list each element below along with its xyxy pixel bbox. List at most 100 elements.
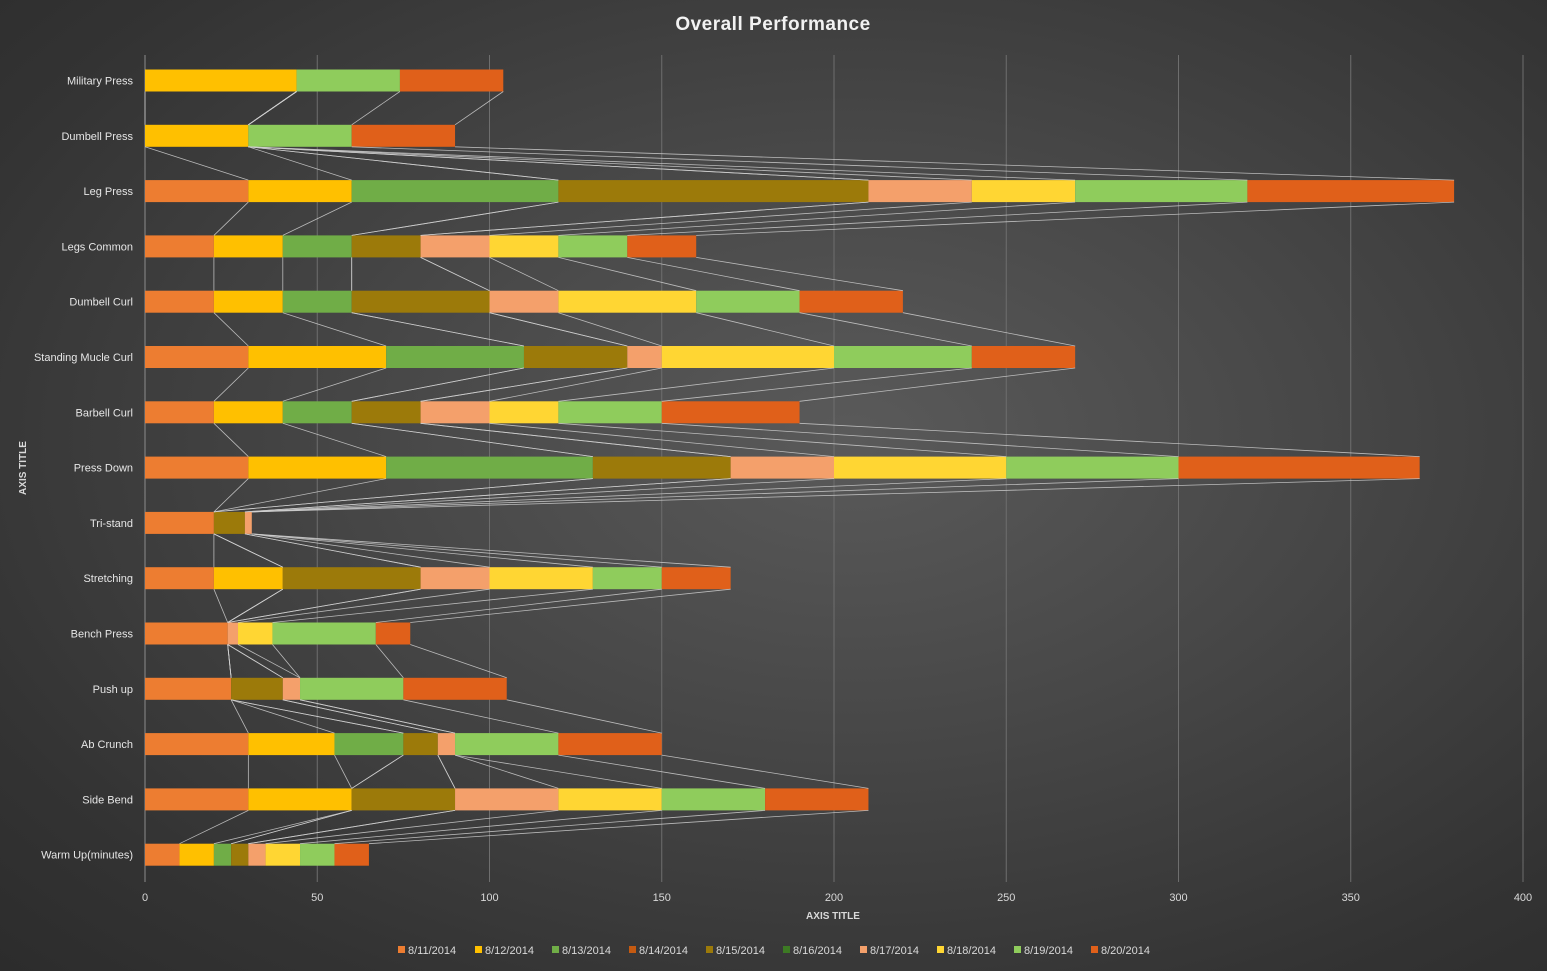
x-tick-label: 50 [311,892,323,904]
bar-segment [489,567,593,590]
x-tick-label: 0 [142,892,148,904]
bar-segment [399,69,504,92]
bar-segment [558,788,662,811]
x-tick-label: 100 [480,892,498,904]
bar-segment [558,733,662,756]
series-line [213,478,593,513]
series-line [420,367,628,402]
series-lines [144,91,1455,845]
bar-segment [248,733,335,756]
series-line [420,422,731,457]
bar-segment [592,456,731,479]
x-axis-title: AXIS TITLE [806,911,860,922]
series-line [282,201,352,236]
bar-segment [145,124,249,147]
series-line [248,146,559,181]
series-line [251,478,1007,513]
series-line [351,367,525,402]
series-line [799,422,1420,457]
series-line [489,422,835,457]
series-line [334,754,353,789]
series-line [251,533,662,568]
series-line [248,810,456,845]
legend-label: 8/18/2014 [947,945,996,957]
series-line [272,588,593,623]
bar-segment [145,622,228,645]
bar-segment [145,401,214,424]
bar-segment [437,733,456,756]
series-line [558,201,1076,236]
series-line [230,699,249,734]
bar-segment [489,235,559,258]
series-line [420,201,869,236]
series-line [627,201,1248,236]
series-line [661,422,1179,457]
x-tick-label: 200 [825,892,843,904]
bar-segment [661,788,766,811]
series-line [558,754,766,789]
series-line [454,91,504,126]
bar-segment [661,567,731,590]
category-label: Dumbell Curl [69,297,133,309]
series-line [213,810,352,845]
series-line [351,91,401,126]
bar-segment [558,235,628,258]
category-label: Barbell Curl [76,407,133,419]
legend-label: 8/19/2014 [1024,945,1073,957]
bar-segment [351,124,456,147]
bar-segment [145,788,249,811]
bar-segment [558,180,869,203]
category-labels: Military Press Dumbell Press Leg Press Legs… [34,76,134,862]
bar-segment [231,677,283,700]
bar-segment [272,622,376,645]
legend-swatch [1014,946,1021,953]
bar-segment [799,290,903,313]
series-line [248,146,972,181]
bar-segment [248,843,266,866]
bar-segment [1247,180,1455,203]
bar-segment [489,401,559,424]
series-line [558,422,1007,457]
category-label: Side Bend [82,794,133,806]
series-line [437,754,456,789]
bar-segment [296,69,400,92]
series-line [299,810,662,845]
bar-segment [696,290,800,313]
x-tick-label: 350 [1342,892,1360,904]
bar-segment [213,401,283,424]
bar-segment [661,401,800,424]
series-line [251,533,593,568]
bar-segment [403,733,438,756]
bar-segment [145,456,249,479]
bar-segment [351,788,456,811]
series-line [627,257,800,292]
bar-segment [351,235,421,258]
category-label: Ab Crunch [81,739,133,751]
category-label: Leg Press [83,186,133,198]
series-line [144,146,249,181]
series-line [351,312,525,347]
legend-swatch [860,946,867,953]
bar-segment [971,180,1076,203]
bar-segment [420,401,490,424]
bar-segment [238,622,273,645]
category-label: Dumbell Press [61,131,133,143]
series-line [489,257,559,292]
bar-segment [231,843,249,866]
series-line [489,201,972,236]
series-line [558,312,662,347]
bars [145,69,1455,866]
series-line [251,478,1420,513]
series-line [282,422,387,457]
x-tick-label: 400 [1514,892,1532,904]
legend-label: 8/14/2014 [639,945,688,957]
series-line [248,146,1076,181]
x-tick-labels: 0 50 100 150 200 250 300 350 400 [142,892,1532,904]
series-line [454,754,559,789]
series-line [282,312,387,347]
bar-segment [213,235,283,258]
bar-segment [386,346,524,368]
bar-segment [765,788,869,811]
x-tick-label: 300 [1169,892,1187,904]
